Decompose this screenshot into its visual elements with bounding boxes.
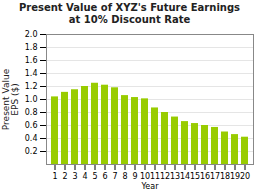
svg-text:1.6: 1.6 <box>25 56 38 65</box>
svg-text:11: 11 <box>150 172 160 181</box>
svg-text:1.2: 1.2 <box>25 82 38 91</box>
svg-text:1: 1 <box>52 172 57 181</box>
svg-text:3: 3 <box>72 172 77 181</box>
svg-text:0.4: 0.4 <box>25 134 38 143</box>
svg-text:8: 8 <box>122 172 127 181</box>
svg-text:14: 14 <box>180 172 190 181</box>
svg-text:6: 6 <box>102 172 107 181</box>
svg-text:13: 13 <box>170 172 180 181</box>
svg-text:15: 15 <box>190 172 200 181</box>
svg-text:12: 12 <box>160 172 170 181</box>
svg-text:10: 10 <box>140 172 150 181</box>
svg-text:20: 20 <box>240 172 250 181</box>
svg-text:16: 16 <box>200 172 210 181</box>
svg-text:1.4: 1.4 <box>25 69 38 78</box>
svg-text:5: 5 <box>92 172 97 181</box>
svg-text:0.6: 0.6 <box>25 121 38 130</box>
svg-text:2: 2 <box>62 172 67 181</box>
svg-text:Year: Year <box>141 182 160 191</box>
svg-text:Present ValueEPS ($): Present ValueEPS ($) <box>1 68 20 130</box>
svg-text:9: 9 <box>132 172 137 181</box>
svg-text:1.8: 1.8 <box>25 43 38 52</box>
svg-text:7: 7 <box>112 172 117 181</box>
svg-text:0.8: 0.8 <box>25 108 38 117</box>
svg-text:0.2: 0.2 <box>25 147 38 156</box>
svg-text:17: 17 <box>210 172 220 181</box>
svg-text:19: 19 <box>230 172 240 181</box>
svg-text:1.0: 1.0 <box>25 95 38 104</box>
svg-text:4: 4 <box>82 172 87 181</box>
html-text:Present Value of XYZ's Future: Present Value of XYZ's Future Earnings a… <box>18 2 241 25</box>
svg-text:2.0: 2.0 <box>25 30 38 39</box>
svg-text:18: 18 <box>220 172 230 181</box>
